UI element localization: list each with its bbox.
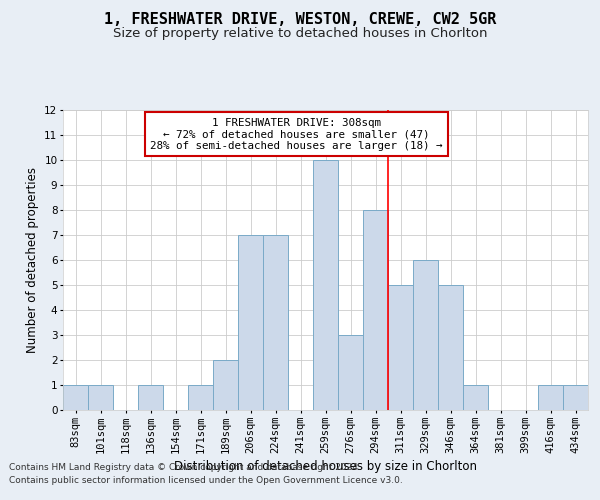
Text: 1 FRESHWATER DRIVE: 308sqm
← 72% of detached houses are smaller (47)
28% of semi: 1 FRESHWATER DRIVE: 308sqm ← 72% of deta… [151,118,443,150]
Text: 1, FRESHWATER DRIVE, WESTON, CREWE, CW2 5GR: 1, FRESHWATER DRIVE, WESTON, CREWE, CW2 … [104,12,496,28]
Bar [213,360,238,410]
Y-axis label: Number of detached properties: Number of detached properties [26,167,38,353]
Bar [138,385,163,410]
Bar [338,335,363,410]
Text: Contains HM Land Registry data © Crown copyright and database right 2024.: Contains HM Land Registry data © Crown c… [9,464,361,472]
Bar [388,285,413,410]
Bar [238,235,263,410]
Bar [438,285,463,410]
Bar [538,385,563,410]
Bar [313,160,338,410]
Bar [463,385,488,410]
Bar [563,385,588,410]
Text: Size of property relative to detached houses in Chorlton: Size of property relative to detached ho… [113,28,487,40]
Bar [63,385,88,410]
Bar [363,210,388,410]
Bar [263,235,288,410]
Text: Contains public sector information licensed under the Open Government Licence v3: Contains public sector information licen… [9,476,403,485]
Bar [413,260,438,410]
X-axis label: Distribution of detached houses by size in Chorlton: Distribution of detached houses by size … [174,460,477,473]
Bar [88,385,113,410]
Bar [188,385,213,410]
